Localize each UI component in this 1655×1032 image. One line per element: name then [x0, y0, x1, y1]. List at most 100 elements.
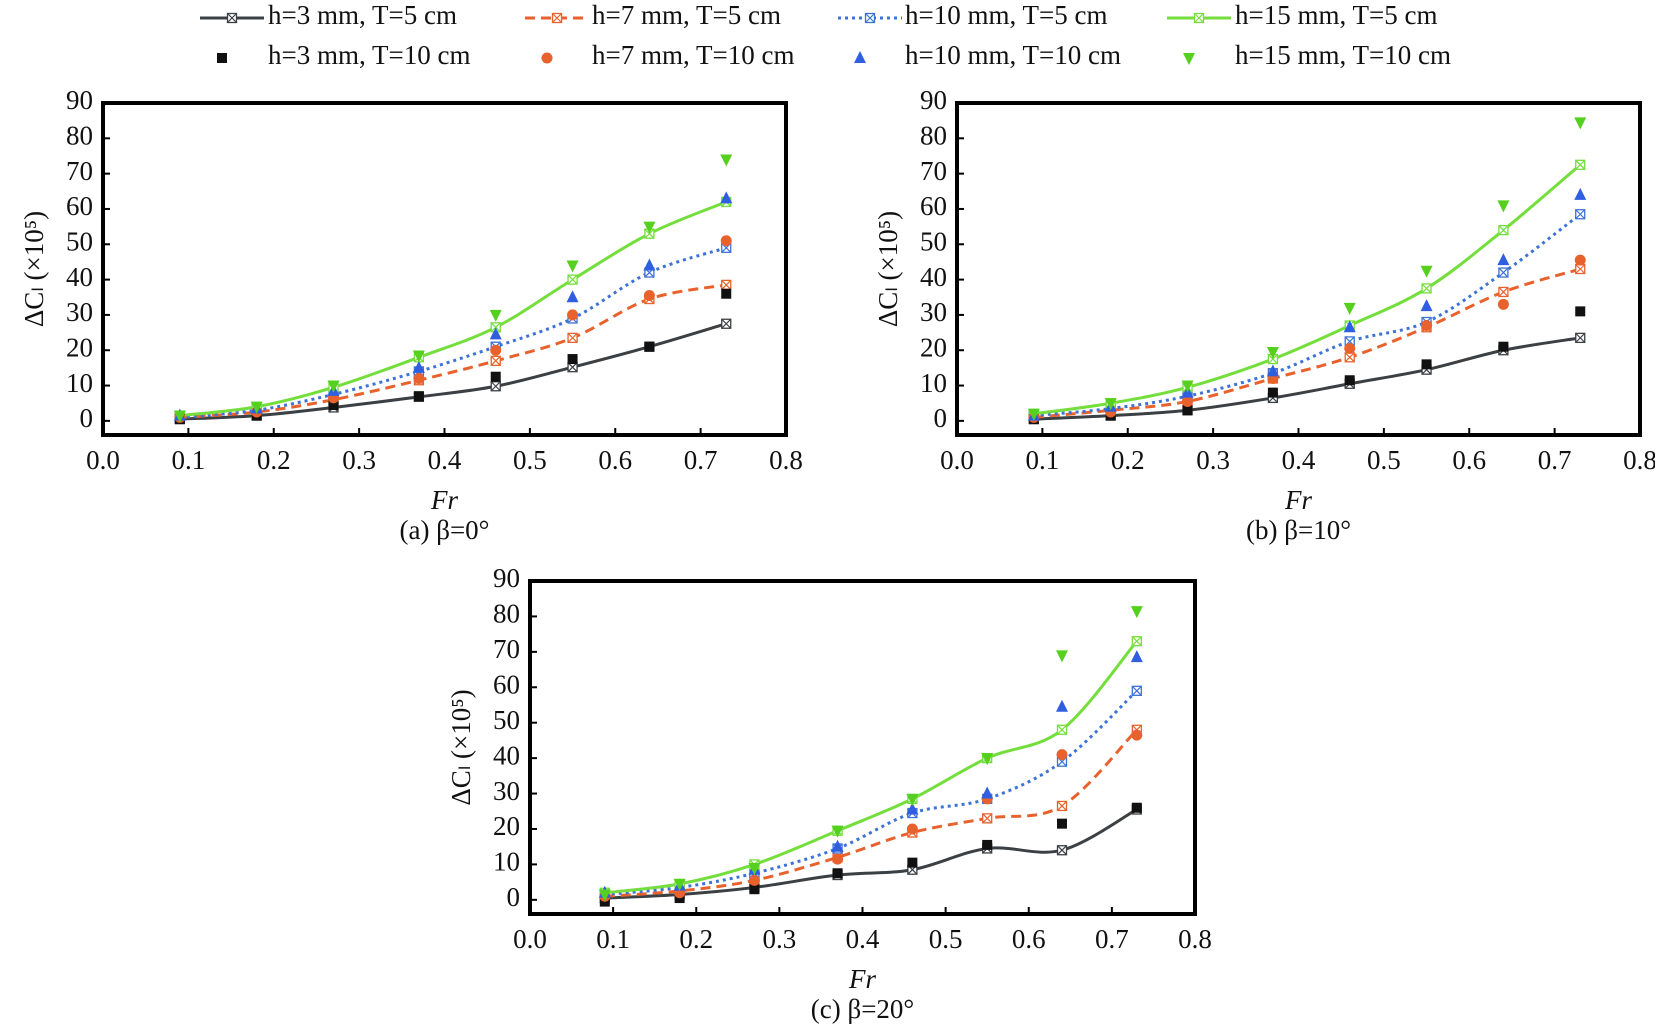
y-tick-label: 80 — [493, 599, 520, 629]
marker — [490, 355, 501, 366]
marker — [1498, 267, 1509, 278]
marker — [490, 344, 502, 356]
x-tick-label: 0.5 — [929, 924, 963, 954]
marker — [1182, 395, 1194, 407]
marker-cross — [490, 322, 501, 333]
marker — [1497, 200, 1510, 213]
marker — [1575, 263, 1586, 275]
marker — [982, 813, 993, 824]
x-tick-label: 0.3 — [1196, 445, 1230, 475]
series-line — [1033, 267, 1581, 419]
marker-cross — [490, 381, 501, 392]
marker — [1266, 347, 1279, 359]
marker — [1193, 12, 1205, 24]
marker — [1575, 332, 1586, 344]
marker-cross — [552, 13, 562, 23]
marker — [413, 391, 424, 402]
marker — [541, 52, 553, 64]
series-line — [179, 283, 727, 419]
x-axis-label: Fr — [430, 485, 458, 515]
x-tick-label: 0.4 — [846, 924, 880, 954]
marker — [748, 862, 761, 875]
x-tick-label: 0.7 — [1538, 445, 1572, 475]
marker — [832, 868, 843, 879]
marker — [721, 288, 732, 299]
marker — [1574, 254, 1586, 266]
marker — [643, 221, 656, 234]
x-axis-label: Fr — [848, 964, 876, 994]
x-tick-label: 0.6 — [598, 445, 632, 475]
marker — [1420, 265, 1433, 278]
marker — [489, 309, 502, 322]
marker-cross — [567, 362, 578, 373]
x-axis-label: Fr — [1284, 485, 1312, 515]
marker — [981, 753, 994, 766]
legend-label: h=7 mm, T=10 cm — [592, 40, 794, 70]
chart-subtitle: (b) β=10° — [1246, 515, 1351, 545]
marker — [721, 279, 732, 291]
y-tick-label: 30 — [66, 297, 93, 327]
marker — [1498, 286, 1509, 298]
series-line — [179, 322, 727, 421]
marker-cross — [1498, 287, 1509, 297]
marker — [644, 341, 655, 352]
y-tick-label: 20 — [493, 811, 520, 841]
marker — [1182, 405, 1193, 416]
legend-label: h=10 mm, T=10 cm — [905, 40, 1121, 70]
y-tick-label: 40 — [920, 262, 947, 292]
marker — [1266, 364, 1279, 377]
y-tick-label: 60 — [493, 669, 520, 699]
y-tick-label: 70 — [920, 156, 947, 186]
marker-cross — [1575, 264, 1586, 274]
y-tick-label: 30 — [920, 297, 947, 327]
plot-frame — [528, 579, 1197, 916]
marker-cross — [865, 13, 875, 23]
marker-cross — [1575, 209, 1586, 220]
x-tick-label: 0.8 — [1623, 445, 1655, 475]
marker — [1267, 387, 1278, 398]
marker — [489, 327, 502, 340]
marker — [1344, 352, 1355, 363]
y-tick-label: 20 — [920, 332, 947, 362]
legend-label: h=10 mm, T=5 cm — [905, 0, 1107, 30]
marker-cross — [567, 332, 578, 343]
marker — [566, 260, 579, 273]
y-tick-label: 0 — [934, 403, 948, 433]
marker — [1574, 187, 1587, 200]
marker — [720, 191, 733, 204]
marker — [1420, 299, 1433, 312]
chart-subtitle: (a) β=0° — [400, 515, 490, 545]
marker — [721, 318, 732, 329]
marker — [1131, 802, 1142, 813]
marker — [749, 884, 760, 895]
y-tick-label: 60 — [920, 191, 947, 221]
marker — [720, 235, 732, 247]
marker — [982, 839, 993, 850]
legend-label: h=15 mm, T=10 cm — [1235, 40, 1451, 70]
marker — [1421, 320, 1433, 332]
marker — [1498, 341, 1509, 352]
marker — [598, 889, 611, 902]
marker — [643, 289, 655, 301]
marker — [328, 399, 339, 410]
x-tick-label: 0.8 — [1178, 924, 1212, 954]
marker-cross — [1057, 845, 1067, 856]
x-tick-label: 0.6 — [1012, 924, 1046, 954]
marker — [1344, 375, 1355, 386]
marker — [1498, 224, 1509, 236]
marker — [490, 371, 501, 382]
marker — [854, 51, 866, 63]
marker-cross — [1575, 332, 1586, 343]
marker — [1497, 298, 1509, 310]
y-axis-label: ΔCₗ (×10⁵) — [19, 211, 49, 327]
marker — [1575, 306, 1586, 317]
x-tick-label: 0.6 — [1452, 445, 1486, 475]
marker — [226, 12, 238, 24]
marker-cross — [1057, 724, 1067, 735]
marker-cross — [1267, 354, 1278, 364]
y-tick-label: 50 — [66, 226, 93, 256]
marker-cross — [567, 274, 578, 285]
marker — [250, 401, 263, 414]
x-tick-label: 0.8 — [769, 445, 803, 475]
marker — [567, 332, 578, 344]
